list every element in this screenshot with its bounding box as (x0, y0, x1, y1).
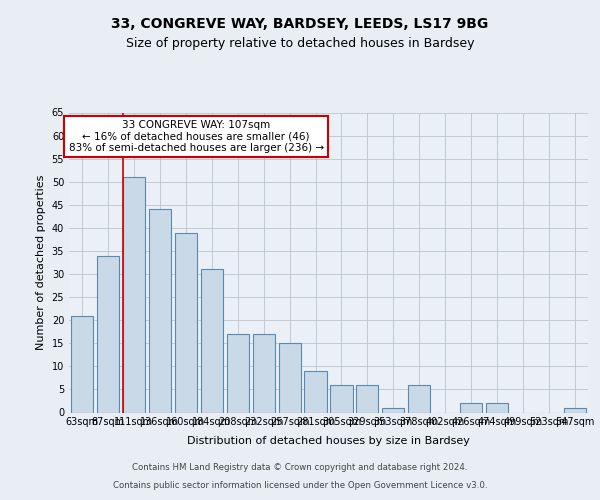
Bar (97, 256, 119, 412)
Bar (304, 371, 326, 412)
Bar (331, 385, 353, 412)
Bar (564, 408, 586, 412)
Bar (71, 316, 93, 412)
Bar (123, 177, 145, 412)
Text: Contains HM Land Registry data © Crown copyright and database right 2024.: Contains HM Land Registry data © Crown c… (132, 464, 468, 472)
Text: 33, CONGREVE WAY, BARDSEY, LEEDS, LS17 9BG: 33, CONGREVE WAY, BARDSEY, LEEDS, LS17 9… (112, 18, 488, 32)
Text: Contains public sector information licensed under the Open Government Licence v3: Contains public sector information licen… (113, 481, 487, 490)
Bar (253, 334, 275, 412)
Bar (227, 334, 249, 412)
Bar (460, 404, 482, 412)
Bar (175, 232, 197, 412)
Bar (149, 210, 171, 412)
Bar (278, 344, 301, 412)
Bar (200, 270, 223, 412)
Bar (408, 385, 430, 412)
X-axis label: Distribution of detached houses by size in Bardsey: Distribution of detached houses by size … (187, 436, 470, 446)
Text: 33 CONGREVE WAY: 107sqm
← 16% of detached houses are smaller (46)
83% of semi-de: 33 CONGREVE WAY: 107sqm ← 16% of detache… (68, 120, 324, 153)
Bar (382, 408, 404, 412)
Y-axis label: Number of detached properties: Number of detached properties (36, 175, 46, 350)
Bar (486, 404, 508, 412)
Text: Size of property relative to detached houses in Bardsey: Size of property relative to detached ho… (126, 38, 474, 51)
Bar (356, 385, 379, 412)
